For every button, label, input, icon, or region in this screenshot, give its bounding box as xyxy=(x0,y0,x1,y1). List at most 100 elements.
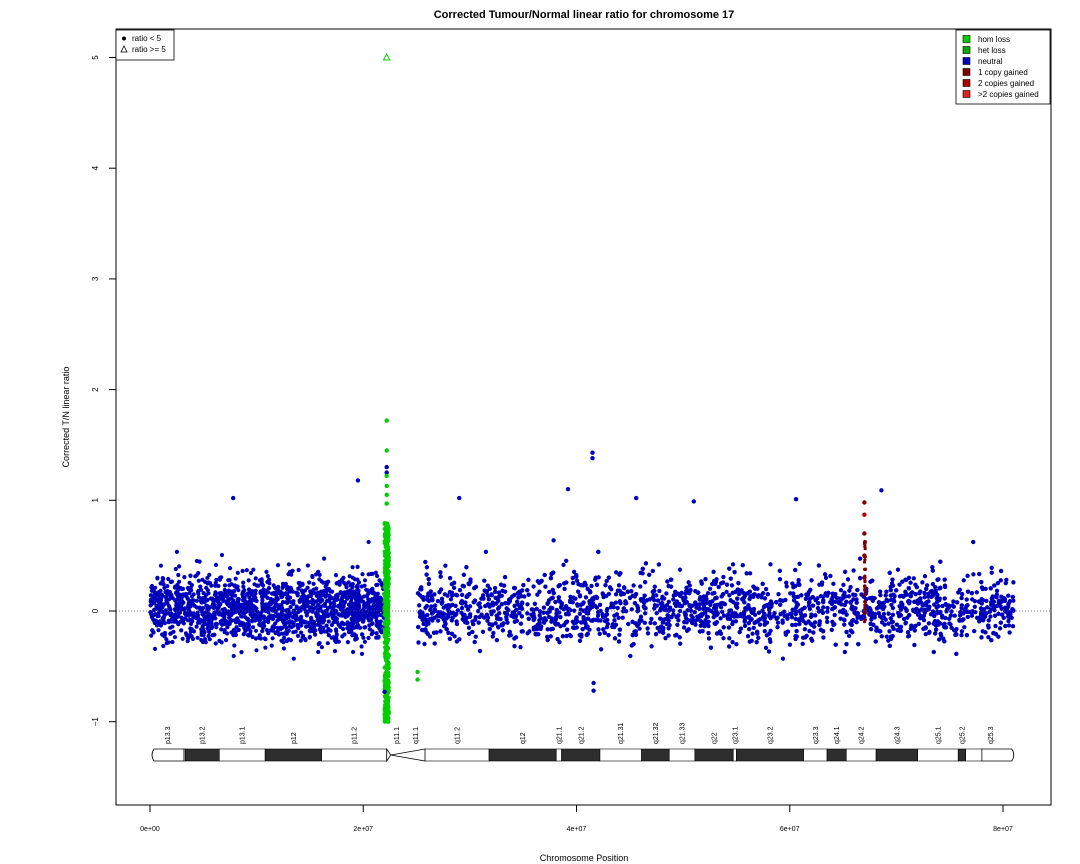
data-point-1552 xyxy=(351,613,356,619)
data-point-1248 xyxy=(347,595,352,600)
data-point-949 xyxy=(227,578,232,583)
data-point-4664 xyxy=(942,596,947,601)
data-point-1252 xyxy=(246,633,251,638)
data-point-4824 xyxy=(989,570,994,575)
data-point-4653 xyxy=(831,581,836,586)
data-point-3999 xyxy=(1007,630,1012,635)
plot-frame xyxy=(115,28,1052,806)
data-point-1442 xyxy=(331,600,336,605)
data-point-4266 xyxy=(439,601,444,606)
data-point-4295 xyxy=(609,587,614,592)
data-point-1521 xyxy=(319,597,324,602)
data-point-79 xyxy=(155,575,160,581)
data-point-403 xyxy=(228,566,233,571)
data-point-1400 xyxy=(333,638,338,643)
data-point-1002 xyxy=(221,598,226,604)
data-point-131 xyxy=(307,628,312,633)
data-point-4329 xyxy=(887,629,892,634)
data-point-4974 xyxy=(767,637,773,642)
data-point-1188 xyxy=(307,635,312,640)
data-point-4993 xyxy=(878,589,883,594)
data-point-4175 xyxy=(622,586,627,591)
data-point-4899 xyxy=(927,629,932,635)
data-point-4826 xyxy=(1009,615,1014,620)
data-point-138 xyxy=(195,635,200,640)
data-point-1251 xyxy=(241,584,246,589)
data-point-4717 xyxy=(520,588,525,593)
data-point-353 xyxy=(361,635,366,640)
data-point-1479 xyxy=(306,594,311,599)
data-point-4773 xyxy=(972,604,977,609)
data-point-1446 xyxy=(176,622,181,627)
data-point-1437 xyxy=(349,629,354,635)
data-point-1260 xyxy=(215,599,220,604)
data-point-679 xyxy=(308,589,313,594)
data-point-1101 xyxy=(246,622,251,627)
data-point-1144 xyxy=(341,580,347,585)
data-point-4714 xyxy=(666,633,671,638)
data-point-1438 xyxy=(244,627,249,632)
data-point-1122 xyxy=(282,635,287,641)
data-point-909 xyxy=(377,621,382,626)
data-point-4679 xyxy=(829,627,834,633)
data-point-4931 xyxy=(614,592,619,597)
data-point-4936 xyxy=(596,575,601,580)
data-point-4248 xyxy=(855,587,860,593)
data-point-1294 xyxy=(222,617,227,623)
data-point-1459 xyxy=(352,605,357,610)
data-point-345 xyxy=(307,620,312,625)
data-point-1407 xyxy=(266,631,271,636)
data-point-4976 xyxy=(537,589,542,594)
data-point-1463 xyxy=(227,583,232,588)
data-point-4859 xyxy=(539,578,544,583)
data-point-381 xyxy=(264,627,269,633)
data-point-4259 xyxy=(956,590,961,595)
data-point-1114 xyxy=(311,598,316,604)
data-point-1020 xyxy=(154,603,159,608)
data-point-1095 xyxy=(150,628,155,633)
data-point-4197 xyxy=(604,578,609,584)
data-point-919 xyxy=(190,619,195,624)
data-point-391 xyxy=(205,575,210,580)
data-point-4453 xyxy=(436,618,441,623)
data-point-1301 xyxy=(324,589,329,594)
data-point-1133 xyxy=(295,591,300,596)
data-point-4877 xyxy=(1003,581,1008,586)
data-point-432 xyxy=(297,599,302,605)
data-point-1477 xyxy=(289,600,294,605)
data-point-1507 xyxy=(344,608,349,613)
data-point-4511 xyxy=(650,568,655,574)
data-point-4165 xyxy=(851,568,856,573)
data-point-4104 xyxy=(964,597,969,602)
data-point-512 xyxy=(296,586,301,591)
data-point-1056 xyxy=(323,609,328,614)
data-point-3990 xyxy=(825,605,830,611)
data-point-1466 xyxy=(281,631,286,636)
data-point-4700 xyxy=(842,649,848,655)
data-point-4669 xyxy=(671,597,676,602)
data-point-1229 xyxy=(322,556,327,561)
data-point-806 xyxy=(356,591,361,596)
data-point-1493 xyxy=(178,585,183,591)
data-point-4852 xyxy=(527,629,532,634)
data-point-1541 xyxy=(362,603,367,608)
data-point-3840 xyxy=(890,577,895,582)
data-point-1517 xyxy=(153,618,158,623)
data-point-1231 xyxy=(274,630,279,635)
data-point-4584 xyxy=(756,635,761,641)
data-point-4571 xyxy=(925,583,930,588)
data-point-4425 xyxy=(959,633,964,638)
data-point-4671 xyxy=(821,605,826,610)
data-point-1303 xyxy=(349,599,354,604)
data-point-4361 xyxy=(480,629,486,634)
data-point-4794 xyxy=(638,570,643,576)
data-point-4321 xyxy=(793,634,798,639)
data-point-596 xyxy=(194,598,199,603)
data-point-1258 xyxy=(286,611,291,616)
data-point-1452 xyxy=(257,618,262,623)
data-point-4891 xyxy=(809,636,814,642)
data-point-4286 xyxy=(692,610,697,615)
data-point-4988 xyxy=(793,567,798,573)
data-point-4617 xyxy=(573,616,579,622)
